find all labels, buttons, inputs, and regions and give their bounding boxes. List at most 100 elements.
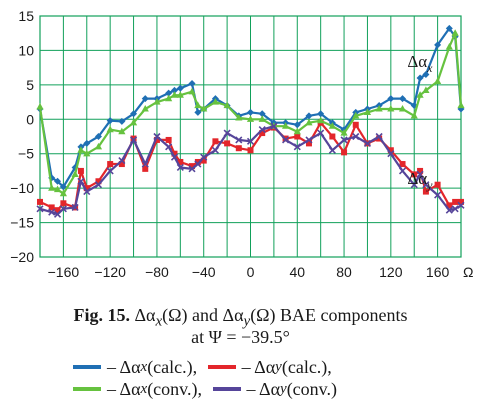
data-point (118, 157, 126, 165)
data-point (399, 161, 406, 168)
data-point (399, 95, 407, 103)
y-tick-label: −5 (18, 146, 34, 162)
data-point (451, 205, 459, 213)
data-point (176, 91, 184, 98)
data-point (457, 201, 465, 209)
data-point (235, 136, 243, 144)
data-point (235, 145, 242, 152)
data-point (340, 136, 348, 144)
data-point (118, 127, 126, 135)
data-point (200, 153, 208, 161)
annotation-label: Δαx (407, 52, 433, 75)
data-point (410, 111, 418, 119)
data-point (417, 167, 424, 174)
data-point (36, 205, 44, 213)
data-point (130, 135, 137, 142)
data-point (94, 181, 103, 189)
data-point (457, 101, 465, 109)
figure-caption: Fig. 15. Δαx(Ω) and Δαy(Ω) BAE component… (0, 305, 481, 333)
data-point (363, 139, 372, 147)
x-tick-label: 120 (379, 264, 403, 280)
y-tick-label: 5 (26, 77, 34, 93)
y-tick-label: 10 (18, 42, 34, 58)
series-layer (36, 24, 465, 218)
data-point (247, 108, 254, 116)
data-point (223, 101, 231, 109)
data-point (434, 181, 441, 188)
data-point (317, 129, 325, 137)
data-point (211, 146, 219, 154)
y-tick-label: −15 (10, 215, 34, 231)
data-point (329, 133, 336, 140)
x-tick-label: 160 (426, 264, 450, 280)
legend-swatch-blue (73, 365, 101, 369)
data-point (194, 101, 202, 109)
legend-label-day-calc: – Δα (241, 357, 276, 377)
legend-tail: (calc.), (281, 357, 332, 377)
data-point (36, 102, 44, 110)
data-point (270, 122, 278, 130)
legend-label-dax-calc: – Δα (107, 357, 141, 377)
data-point (293, 121, 301, 129)
data-point (48, 208, 56, 216)
data-point (352, 132, 360, 141)
data-point (445, 42, 453, 50)
series-triangle (36, 29, 465, 197)
data-point (411, 171, 418, 178)
legend-label-day-conv: – Δα (246, 379, 281, 399)
data-point (200, 104, 208, 112)
legend-sub: y (275, 359, 282, 375)
data-point (77, 146, 85, 153)
data-point (445, 206, 453, 214)
data-point (94, 142, 103, 150)
data-point (194, 160, 202, 168)
data-point (118, 161, 125, 168)
data-point (107, 161, 114, 168)
data-point (176, 163, 184, 172)
data-point (153, 136, 160, 143)
data-point (53, 210, 62, 218)
legend-swatch-green (73, 387, 101, 391)
data-point (194, 158, 201, 165)
data-point (387, 147, 394, 154)
data-point (341, 149, 348, 156)
data-point (59, 183, 67, 191)
x-tick-label: 80 (336, 264, 352, 280)
data-point (293, 143, 301, 151)
data-point (54, 177, 62, 185)
data-point (422, 71, 430, 79)
data-point (83, 139, 91, 147)
x-tick-label: 0 (247, 264, 255, 280)
data-point (118, 117, 126, 125)
legend-item-day-calc: – Δα y (calc.), (207, 357, 332, 377)
data-point (170, 91, 179, 98)
data-point (165, 143, 173, 151)
data-point (452, 198, 459, 205)
x-tick-label: −120 (94, 264, 126, 280)
data-point (328, 122, 336, 129)
data-point (94, 133, 102, 140)
data-point (246, 115, 255, 122)
data-point (141, 160, 149, 168)
series-cross (36, 122, 465, 218)
data-point (83, 149, 91, 157)
x-axis-label: Ω (463, 264, 473, 280)
data-point (189, 163, 196, 170)
data-point (422, 188, 429, 195)
data-point (129, 136, 138, 144)
data-point (281, 122, 290, 129)
data-point (317, 110, 325, 118)
data-point (246, 137, 255, 145)
x-tick-label: −80 (145, 264, 169, 280)
caption-line1-a: Δα (134, 305, 156, 325)
legend-label-dax-conv: – Δα (107, 379, 141, 399)
caption-fig-label: Fig. 15. (73, 305, 130, 325)
y-tick-label: −10 (10, 180, 34, 196)
data-point (294, 133, 301, 140)
data-point (387, 104, 395, 112)
data-point (71, 170, 79, 177)
data-point (352, 111, 360, 119)
data-point (416, 91, 424, 98)
legend-swatch-red (207, 365, 236, 369)
data-point (37, 198, 43, 205)
